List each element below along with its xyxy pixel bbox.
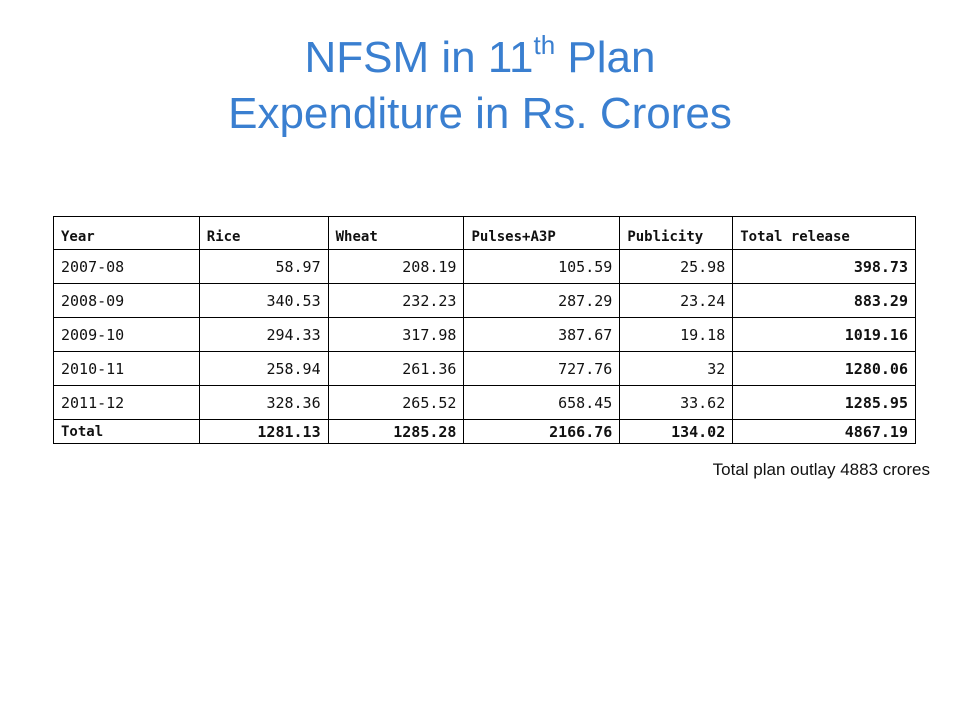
header-publicity: Publicity bbox=[619, 216, 734, 250]
cell-publicity: 33.62 bbox=[619, 385, 734, 420]
cell-rice: 258.94 bbox=[198, 351, 329, 386]
cell-rice: 340.53 bbox=[198, 283, 329, 318]
cell-year: 2010-11 bbox=[53, 351, 200, 386]
title-line-1: NFSM in 11th Plan bbox=[0, 30, 960, 86]
cell-year: 2011-12 bbox=[53, 385, 200, 420]
header-rice: Rice bbox=[198, 216, 329, 250]
plan-outlay-note: Total plan outlay 4883 crores bbox=[712, 460, 930, 479]
title-suffix: Plan bbox=[555, 33, 656, 82]
cell-pulses: 727.76 bbox=[463, 351, 621, 386]
table-row: 2007-08 58.97 208.19 105.59 25.98 398.73 bbox=[53, 249, 916, 284]
cell-wheat: 261.36 bbox=[327, 351, 465, 386]
table-header-row: Year Rice Wheat Pulses+A3P Publicity Tot… bbox=[53, 216, 916, 250]
cell-pulses: 658.45 bbox=[463, 385, 621, 420]
cell-pulses: 387.67 bbox=[463, 317, 621, 352]
cell-pulses: 287.29 bbox=[463, 283, 621, 318]
cell-rice: 328.36 bbox=[198, 385, 329, 420]
cell-total-label: Total bbox=[53, 419, 200, 444]
cell-total-pulses: 2166.76 bbox=[463, 419, 621, 444]
cell-year: 2007-08 bbox=[53, 249, 200, 284]
expenditure-table: Year Rice Wheat Pulses+A3P Publicity Tot… bbox=[53, 216, 916, 444]
header-total-release: Total release bbox=[732, 216, 916, 250]
cell-wheat: 232.23 bbox=[327, 283, 465, 318]
title-prefix: NFSM in 11 bbox=[304, 33, 534, 82]
header-pulses: Pulses+A3P bbox=[463, 216, 621, 250]
cell-pulses: 105.59 bbox=[463, 249, 621, 284]
table-row: 2009-10 294.33 317.98 387.67 19.18 1019.… bbox=[53, 317, 916, 352]
cell-total-release: 883.29 bbox=[732, 283, 916, 318]
cell-wheat: 265.52 bbox=[327, 385, 465, 420]
cell-wheat: 208.19 bbox=[327, 249, 465, 284]
cell-publicity: 32 bbox=[619, 351, 734, 386]
cell-rice: 294.33 bbox=[198, 317, 329, 352]
table-total-row: Total 1281.13 1285.28 2166.76 134.02 486… bbox=[53, 419, 916, 444]
header-wheat: Wheat bbox=[327, 216, 465, 250]
cell-wheat: 317.98 bbox=[327, 317, 465, 352]
cell-rice: 58.97 bbox=[198, 249, 329, 284]
header-year: Year bbox=[53, 216, 200, 250]
cell-publicity: 19.18 bbox=[619, 317, 734, 352]
cell-year: 2008-09 bbox=[53, 283, 200, 318]
table-row: 2010-11 258.94 261.36 727.76 32 1280.06 bbox=[53, 351, 916, 386]
title-line-2: Expenditure in Rs. Crores bbox=[228, 89, 732, 138]
cell-grand-total: 4867.19 bbox=[732, 419, 916, 444]
cell-year: 2009-10 bbox=[53, 317, 200, 352]
cell-total-publicity: 134.02 bbox=[619, 419, 734, 444]
cell-total-rice: 1281.13 bbox=[198, 419, 329, 444]
cell-total-release: 1280.06 bbox=[732, 351, 916, 386]
page-title: NFSM in 11th Plan Expenditure in Rs. Cro… bbox=[0, 30, 960, 142]
table-row: 2011-12 328.36 265.52 658.45 33.62 1285.… bbox=[53, 385, 916, 420]
cell-total-release: 1019.16 bbox=[732, 317, 916, 352]
cell-total-wheat: 1285.28 bbox=[327, 419, 465, 444]
cell-publicity: 23.24 bbox=[619, 283, 734, 318]
cell-publicity: 25.98 bbox=[619, 249, 734, 284]
cell-total-release: 398.73 bbox=[732, 249, 916, 284]
cell-total-release: 1285.95 bbox=[732, 385, 916, 420]
title-superscript: th bbox=[533, 30, 556, 60]
table-row: 2008-09 340.53 232.23 287.29 23.24 883.2… bbox=[53, 283, 916, 318]
